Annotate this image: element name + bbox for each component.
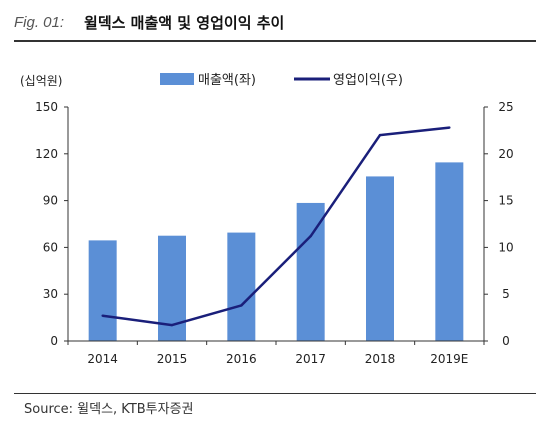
legend: 매출액(좌) 영업이익(우) bbox=[160, 73, 403, 88]
y-tick-right-label: 20 bbox=[498, 147, 513, 161]
x-tick-label: 2018 bbox=[365, 352, 396, 366]
y-tick-left-label: 90 bbox=[43, 194, 58, 208]
x-tick-label: 2019E bbox=[430, 352, 468, 366]
x-tick-label: 2014 bbox=[87, 352, 118, 366]
legend-label-bar: 매출액(좌) bbox=[198, 73, 256, 88]
line-point bbox=[378, 133, 382, 137]
legend-label-line: 영업이익(우) bbox=[333, 73, 403, 88]
line-point bbox=[240, 304, 243, 307]
x-tick-label: 2016 bbox=[226, 352, 257, 366]
line-series bbox=[101, 126, 451, 327]
line-point bbox=[170, 323, 174, 327]
y-tick-left-label: 120 bbox=[35, 147, 58, 161]
bar bbox=[227, 232, 256, 341]
y-tick-right-label: 0 bbox=[502, 334, 510, 348]
bottom-rule bbox=[14, 393, 536, 394]
source-note: Source: 윌덱스, KTB투자증권 bbox=[24, 402, 194, 417]
bar bbox=[296, 202, 325, 341]
bar bbox=[435, 162, 464, 341]
y-tick-left-label: 60 bbox=[43, 240, 58, 254]
figure-title: 윌덱스 매출액 및 영업이익 추이 bbox=[84, 13, 285, 32]
x-axis: 2014 2015 2016 2017 2018 2019E bbox=[67, 340, 485, 366]
bar-series bbox=[88, 162, 464, 341]
line-point bbox=[101, 314, 104, 317]
y-tick-left-label: 30 bbox=[43, 287, 58, 301]
y-axis-right: 0 5 10 15 20 25 bbox=[483, 100, 514, 348]
y-axis-left: 0 30 60 90 120 150 bbox=[35, 100, 69, 348]
y-tick-left-label: 150 bbox=[35, 100, 58, 114]
line-point bbox=[309, 234, 312, 238]
line-point bbox=[448, 126, 451, 129]
bar bbox=[366, 176, 394, 341]
y-tick-left-label: 0 bbox=[50, 334, 58, 348]
x-tick-label: 2017 bbox=[295, 352, 326, 366]
top-rule bbox=[14, 40, 536, 42]
legend-swatch-bar bbox=[160, 73, 194, 85]
y-tick-right-label: 10 bbox=[498, 240, 513, 254]
figure-label: Fig. 01: bbox=[14, 13, 65, 31]
operating-profit-line bbox=[102, 126, 450, 327]
y-tick-right-label: 25 bbox=[498, 100, 513, 114]
x-tick-label: 2015 bbox=[157, 352, 188, 366]
bar bbox=[88, 240, 117, 341]
y-tick-right-label: 15 bbox=[498, 194, 513, 208]
figure-header: Fig. 01: 윌덱스 매출액 및 영업이익 추이 bbox=[14, 8, 534, 36]
y-axis-label: (십억원) bbox=[20, 74, 62, 88]
y-tick-right-label: 5 bbox=[502, 287, 510, 301]
